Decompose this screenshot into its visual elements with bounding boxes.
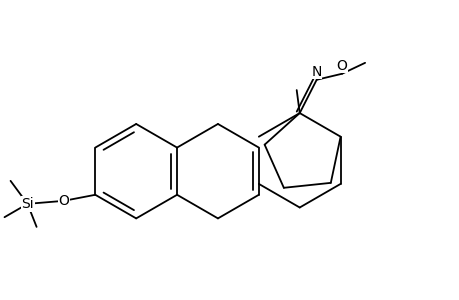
- Text: N: N: [311, 65, 321, 79]
- Text: O: O: [58, 194, 69, 208]
- Text: Si: Si: [21, 197, 34, 211]
- Text: O: O: [336, 59, 347, 73]
